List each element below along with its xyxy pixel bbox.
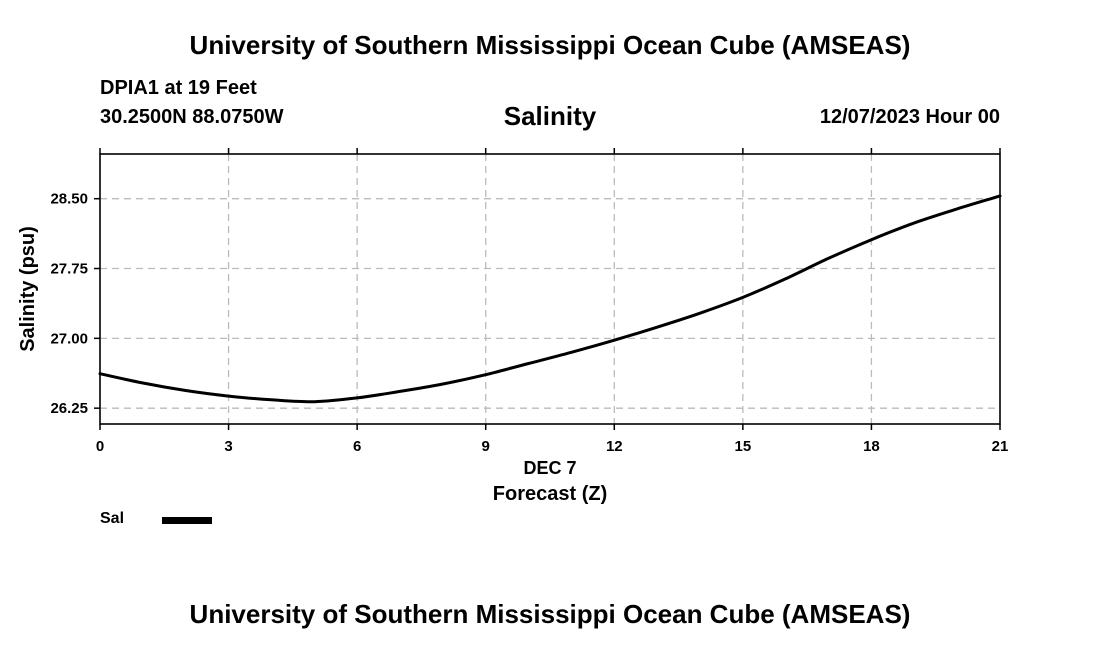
y-tick-label: 26.25 (50, 400, 88, 417)
y-axis-label: Salinity (psu) (17, 226, 39, 352)
x-tick-label: 3 (224, 438, 232, 455)
series-line-salinity (98, 194, 1002, 404)
y-tick-label: 28.50 (50, 191, 88, 208)
y-tick-label: 27.75 (50, 261, 88, 278)
x-tick-label: 15 (735, 438, 752, 455)
coordinates-label: 30.2500N 88.0750W (100, 106, 284, 128)
legend-label: Sal (100, 510, 125, 527)
x-tick-label: 21 (992, 438, 1009, 455)
x-tick-label: 6 (353, 438, 361, 455)
x-axis-sublabel: DEC 7 (523, 458, 576, 478)
datetime-label: 12/07/2023 Hour 00 (819, 106, 1000, 128)
footer-title: University of Southern Mississippi Ocean… (189, 599, 911, 629)
x-tick-label: 9 (482, 438, 490, 455)
chart-title: Salinity (503, 101, 597, 131)
x-tick-label: 12 (606, 438, 623, 455)
plot-frame (99, 153, 1001, 425)
x-axis-label: Forecast (Z) (493, 483, 607, 505)
page-title: University of Southern Mississippi Ocean… (189, 30, 911, 60)
x-tick-label: 0 (96, 438, 104, 455)
station-label: DPIA1 at 19 Feet (100, 77, 257, 99)
x-tick-label: 18 (863, 438, 880, 455)
y-tick-label: 27.00 (50, 330, 88, 347)
legend-swatch (162, 517, 212, 524)
